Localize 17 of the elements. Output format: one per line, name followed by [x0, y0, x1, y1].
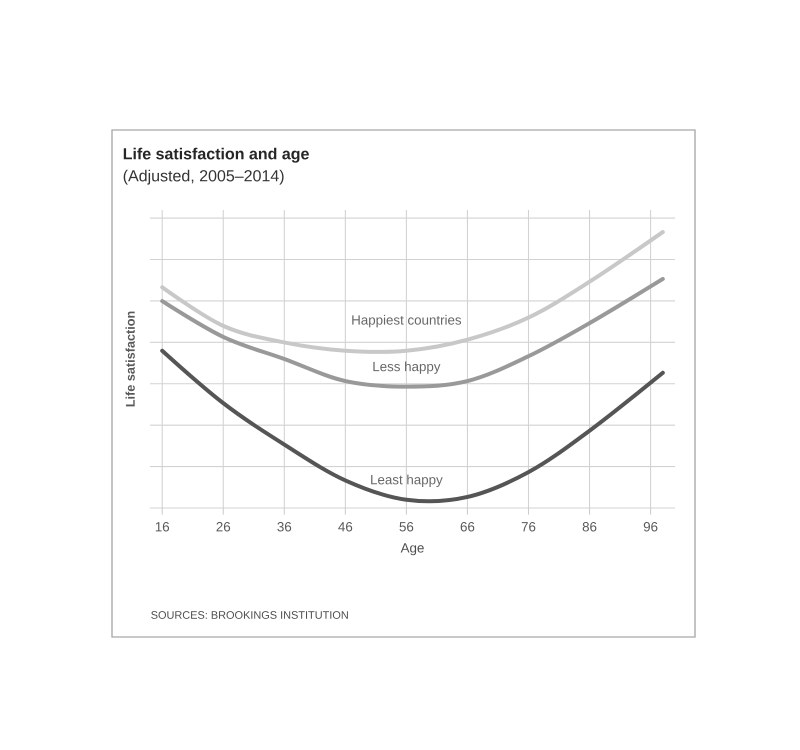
x-tick-label: 46 — [338, 522, 352, 532]
x-axis-title: Age — [400, 543, 424, 556]
x-tick-label: 66 — [460, 522, 474, 532]
y-axis-title: Life satisfaction — [126, 312, 135, 406]
x-tick-label: 36 — [277, 522, 292, 532]
x-tick-label: 26 — [216, 522, 230, 532]
x-tick-label: 16 — [156, 522, 170, 532]
x-tick-label: 86 — [582, 522, 596, 532]
series-label: Least happy — [371, 474, 443, 487]
chart-title: Life satisfaction and age — [124, 148, 309, 163]
chart-subtitle: (Adjusted, 2005–2014) — [124, 170, 284, 185]
x-tick-label: 76 — [522, 522, 536, 532]
x-tick-label: 56 — [400, 522, 414, 532]
source-note: SOURCES: BROOKINGS INSTITUTION — [151, 611, 348, 619]
x-tick-label: 96 — [644, 522, 658, 532]
series-label: Happiest countries — [352, 314, 462, 328]
series-label: Less happy — [373, 361, 440, 374]
